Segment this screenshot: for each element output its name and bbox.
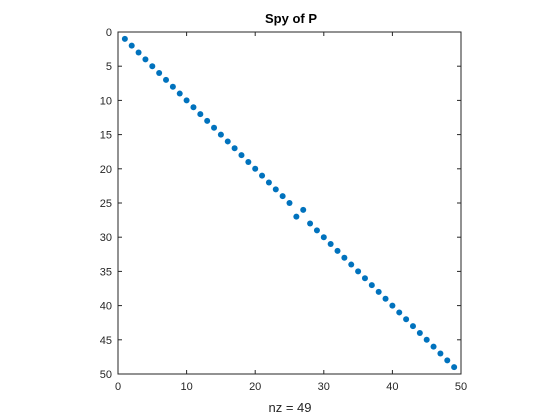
- y-tick-label: 20: [100, 164, 112, 176]
- x-axis-label: nz = 49: [268, 400, 311, 415]
- nonzero-marker: [403, 316, 410, 323]
- nonzero-marker: [217, 131, 224, 138]
- nonzero-marker: [396, 309, 403, 316]
- nonzero-marker: [368, 282, 375, 289]
- nonzero-marker: [265, 179, 272, 186]
- y-tick-label: 40: [100, 301, 112, 313]
- nonzero-marker: [252, 165, 259, 172]
- nonzero-marker: [361, 275, 368, 282]
- nonzero-marker: [307, 220, 314, 227]
- nonzero-marker: [197, 111, 204, 118]
- nonzero-marker: [300, 206, 307, 213]
- nonzero-marker: [320, 234, 327, 241]
- y-tick-label: 30: [100, 232, 112, 244]
- x-tick-label: 30: [318, 381, 330, 393]
- nonzero-marker: [355, 268, 362, 275]
- nonzero-marker: [224, 138, 231, 145]
- nonzero-marker: [327, 241, 334, 248]
- x-tick-label: 20: [249, 381, 261, 393]
- x-tick-label: 0: [115, 381, 121, 393]
- nonzero-marker: [375, 288, 382, 295]
- nonzero-marker: [190, 104, 197, 111]
- nonzero-marker: [334, 247, 341, 254]
- nonzero-marker: [416, 329, 423, 336]
- nonzero-marker: [149, 63, 156, 70]
- y-tick-label: 25: [100, 198, 112, 210]
- nonzero-marker: [245, 158, 252, 165]
- nonzero-marker: [128, 42, 135, 49]
- chart-title: Spy of P: [265, 11, 317, 26]
- y-tick-label: 50: [100, 369, 112, 381]
- x-tick-label: 50: [455, 381, 467, 393]
- nonzero-marker: [286, 200, 293, 206]
- nonzero-marker: [313, 227, 320, 234]
- nonzero-marker: [238, 152, 245, 159]
- nonzero-marker: [142, 56, 149, 63]
- nonzero-marker: [169, 83, 176, 90]
- y-tick-label: 5: [106, 61, 112, 73]
- nonzero-marker: [444, 357, 451, 364]
- y-tick-label: 45: [100, 335, 112, 347]
- nonzero-marker: [183, 97, 190, 104]
- nonzero-marker: [204, 117, 211, 124]
- nonzero-marker: [341, 254, 348, 261]
- y-tick-label: 0: [106, 27, 112, 39]
- nonzero-marker: [163, 76, 170, 83]
- nonzero-marker: [135, 49, 142, 56]
- y-tick-label: 10: [100, 95, 112, 107]
- nonzero-marker: [293, 213, 300, 220]
- nonzero-marker: [231, 145, 238, 152]
- nonzero-marker: [121, 35, 128, 42]
- nonzero-marker: [176, 90, 183, 97]
- nonzero-marker: [279, 193, 286, 200]
- nonzero-marker: [211, 124, 218, 131]
- y-tick-label: 15: [100, 130, 112, 142]
- nonzero-marker: [259, 172, 266, 179]
- x-tick-label: 40: [386, 381, 398, 393]
- nonzero-marker: [437, 350, 444, 357]
- nonzero-marker: [348, 261, 355, 268]
- nonzero-marker: [156, 70, 163, 77]
- nonzero-marker: [451, 364, 458, 371]
- y-tick-label: 35: [100, 266, 112, 278]
- nonzero-marker: [430, 343, 437, 350]
- nonzero-marker: [272, 186, 279, 193]
- nonzero-marker: [423, 336, 430, 343]
- nonzero-marker: [409, 323, 416, 330]
- nonzero-marker: [382, 295, 389, 302]
- nonzero-marker: [389, 302, 396, 309]
- x-tick-label: 10: [180, 381, 192, 393]
